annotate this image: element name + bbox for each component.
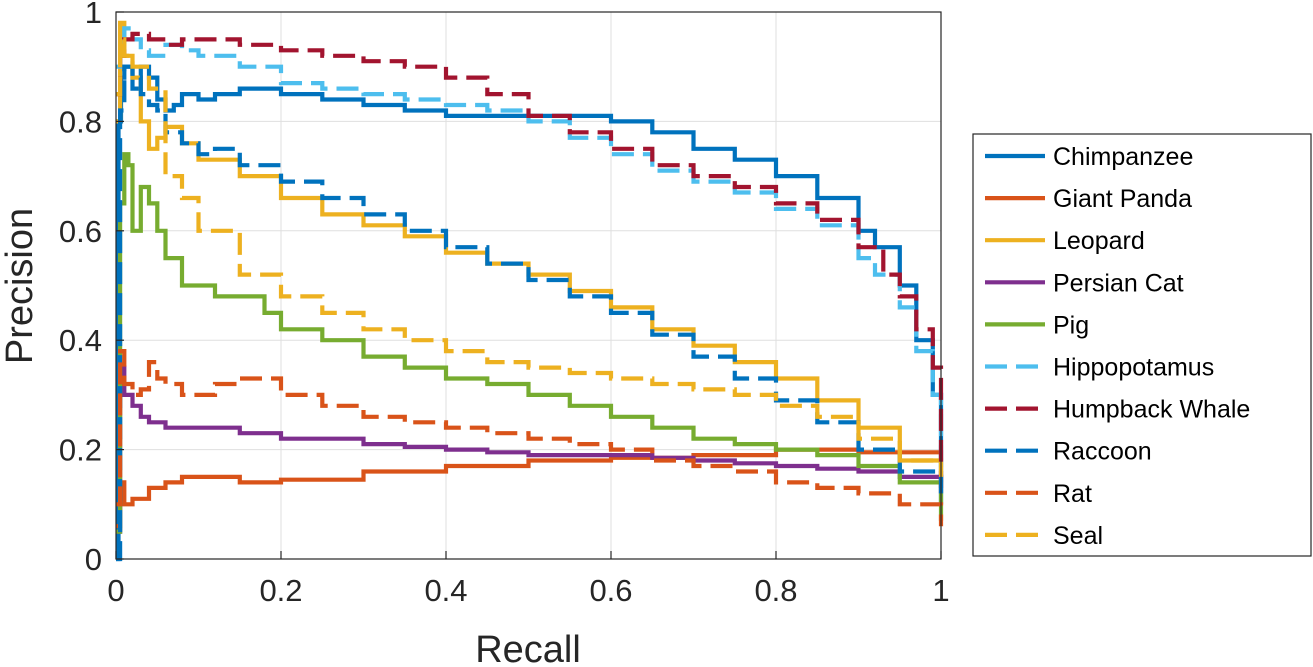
plot-frame: [115, 11, 942, 560]
series-line-seal: [116, 37, 944, 477]
y-tick-label: 0.6: [59, 214, 102, 249]
legend-label-hippopotamus: Hippopotamus: [1053, 354, 1214, 382]
y-tick-label: 1: [85, 0, 102, 30]
legend-label-chimpanzee: Chimpanzee: [1053, 143, 1193, 171]
series-line-pig: [116, 152, 944, 534]
y-tick-label: 0: [85, 542, 102, 577]
y-tick-labels: 0 0.2 0.4 0.6 0.8 1: [59, 0, 124, 577]
x-tick-label: 0.6: [589, 573, 632, 608]
series-line-giant-panda: [116, 447, 944, 529]
y-tick-label: 0.4: [59, 323, 102, 358]
series-line-raccoon: [116, 64, 944, 562]
y-tick-label: 0.8: [59, 104, 102, 139]
legend-label-raccoon: Raccoon: [1053, 438, 1152, 466]
series-line-persian-cat: [116, 365, 944, 534]
legend: Chimpanzee Giant Panda Leopard Persian Cat P…: [972, 133, 1312, 557]
legend-label-giant-panda: Giant Panda: [1053, 185, 1192, 213]
x-tick-label: 0.2: [259, 573, 302, 608]
legend-box: [972, 133, 1312, 557]
x-tick-label: 0: [107, 573, 124, 608]
x-tick-labels: 0 0.2 0.4 0.6 0.8 1: [107, 551, 950, 608]
legend-label-leopard: Leopard: [1053, 227, 1145, 255]
legend-label-pig: Pig: [1053, 311, 1089, 339]
x-axis-label: Recall: [475, 629, 581, 667]
y-tick-label: 0.2: [59, 433, 102, 468]
series-line-rat: [116, 349, 944, 527]
legend-label-rat: Rat: [1053, 480, 1092, 508]
series-lines: [116, 20, 944, 562]
x-tick-label: 0.4: [424, 573, 467, 608]
x-tick-label: 0.8: [754, 573, 797, 608]
y-axis-label: Precision: [0, 208, 41, 364]
legend-label-seal: Seal: [1053, 522, 1103, 550]
series-line-hippopotamus: [116, 26, 944, 483]
legend-items: Chimpanzee Giant Panda Leopard Persian Cat P…: [985, 143, 1250, 550]
legend-label-humpback-whale: Humpback Whale: [1053, 396, 1250, 424]
x-tick-label: 1: [932, 573, 949, 608]
legend-label-persian-cat: Persian Cat: [1053, 269, 1184, 297]
series-line-humpback-whale: [116, 31, 944, 488]
